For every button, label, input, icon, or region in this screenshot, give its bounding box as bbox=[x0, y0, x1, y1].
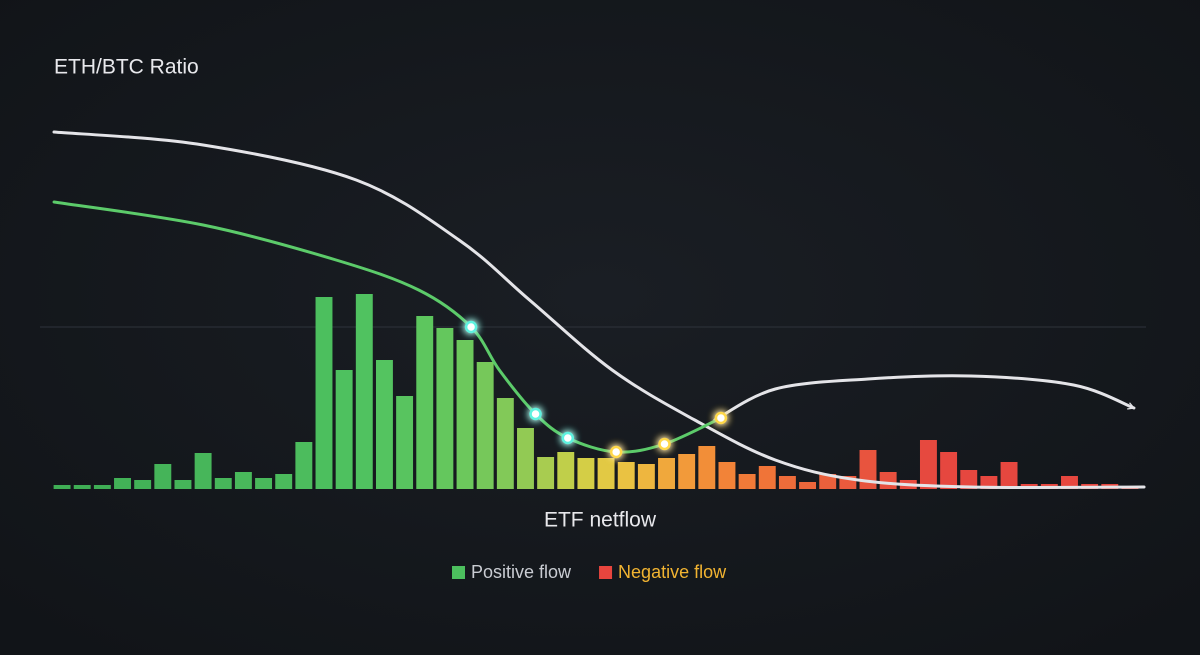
bar bbox=[799, 482, 817, 489]
bar bbox=[335, 370, 353, 489]
bar bbox=[678, 454, 696, 489]
bar bbox=[154, 464, 172, 489]
bar bbox=[960, 470, 978, 489]
bar bbox=[919, 440, 937, 489]
bar bbox=[456, 340, 474, 489]
bar bbox=[416, 316, 434, 489]
bar bbox=[1000, 462, 1018, 489]
bar bbox=[375, 360, 393, 489]
bar bbox=[234, 472, 252, 489]
bar bbox=[637, 464, 655, 489]
bar bbox=[577, 458, 595, 489]
line-marker bbox=[658, 437, 671, 451]
bar bbox=[617, 462, 635, 489]
bar bbox=[658, 458, 675, 489]
bar bbox=[718, 462, 736, 489]
bar bbox=[476, 362, 494, 489]
line-marker bbox=[529, 407, 542, 421]
bar bbox=[194, 453, 212, 489]
bar bbox=[114, 478, 131, 489]
bar bbox=[819, 474, 837, 489]
bar bbox=[778, 476, 796, 489]
line-marker bbox=[714, 411, 728, 425]
bar bbox=[940, 452, 958, 489]
bar bbox=[758, 466, 776, 489]
legend-label: Negative flow bbox=[618, 562, 727, 582]
line-marker bbox=[561, 431, 575, 445]
bar bbox=[557, 452, 575, 489]
bar bbox=[496, 398, 514, 489]
bar bbox=[597, 458, 615, 489]
bar bbox=[517, 428, 534, 489]
bar bbox=[275, 474, 293, 489]
bar bbox=[1061, 476, 1078, 489]
legend-swatch bbox=[599, 566, 613, 579]
bar bbox=[879, 472, 897, 489]
y-axis-label: ETH/BTC Ratio bbox=[54, 56, 199, 79]
x-axis-label: ETF netflow bbox=[544, 509, 657, 532]
ratio-line bbox=[713, 374, 1136, 422]
bar bbox=[73, 485, 91, 489]
legend-swatch bbox=[452, 566, 465, 579]
bar bbox=[738, 474, 756, 489]
bar bbox=[255, 478, 273, 489]
bar bbox=[396, 396, 414, 489]
legend-label: Positive flow bbox=[471, 562, 572, 582]
bar bbox=[174, 480, 192, 489]
bar bbox=[698, 446, 716, 489]
line-marker bbox=[609, 445, 623, 459]
line-marker bbox=[464, 320, 478, 334]
bar bbox=[295, 442, 313, 489]
bar bbox=[355, 294, 373, 489]
bar bbox=[53, 485, 71, 489]
bar bbox=[134, 480, 152, 489]
bar bbox=[93, 485, 111, 489]
bar bbox=[214, 478, 232, 489]
bar bbox=[537, 457, 555, 489]
bar bbox=[436, 328, 454, 489]
ratio-line bbox=[52, 130, 1146, 490]
bar bbox=[315, 297, 333, 489]
